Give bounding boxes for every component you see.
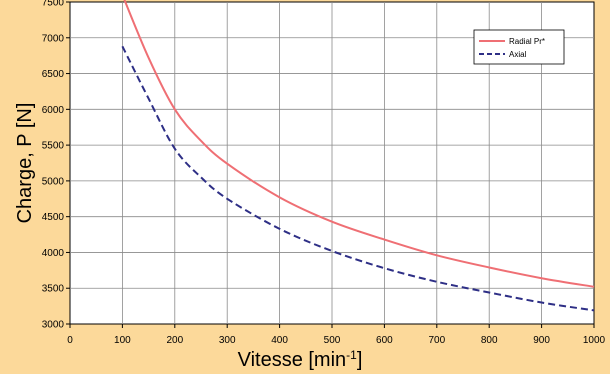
x-tick-label: 800	[481, 335, 498, 346]
legend-box	[473, 29, 565, 65]
legend-label-axial: Axial	[509, 50, 527, 59]
x-tick-label: 500	[324, 335, 341, 346]
x-tick-label: 0	[67, 335, 73, 346]
legend: Radial Pr* Axial	[473, 29, 565, 65]
x-tick-label: 300	[219, 335, 236, 346]
y-tick-label: 3000	[42, 320, 65, 331]
y-tick-label: 5500	[42, 141, 65, 152]
x-tick-labels: 0 100 200 300 400 500 600 700 800 900 1000	[67, 335, 605, 346]
y-axis-title: Charge, P [N]	[14, 103, 36, 224]
y-tick-label: 7000	[42, 33, 65, 44]
y-tick-label: 4500	[42, 212, 65, 223]
y-tick-label: 3500	[42, 284, 65, 295]
x-tick-label: 900	[533, 335, 550, 346]
series-line-axial	[121, 45, 595, 312]
x-tick-label: 100	[114, 335, 131, 346]
x-tick-label: 200	[166, 335, 183, 346]
series-lines	[121, 0, 595, 312]
y-tick-label: 4000	[42, 248, 65, 259]
y-tick-label: 5000	[42, 176, 65, 187]
series-line-radial	[123, 0, 595, 288]
x-axis-title: Vitesse [min-1]	[238, 348, 363, 371]
x-tick-label: 600	[376, 335, 393, 346]
x-tick-label: 700	[428, 335, 445, 346]
legend-label-radial: Radial Pr*	[509, 37, 545, 46]
y-tick-label: 6000	[42, 105, 65, 116]
x-tick-label: 1000	[583, 335, 606, 346]
grid-lines	[66, 1, 595, 328]
y-tick-label: 6500	[42, 69, 65, 80]
x-tick-label: 400	[271, 335, 288, 346]
y-tick-labels: 3000 3500 4000 4500 5000 5500 6000 6500 7000 7500	[42, 0, 65, 331]
y-tick-label: 7500	[42, 0, 65, 9]
